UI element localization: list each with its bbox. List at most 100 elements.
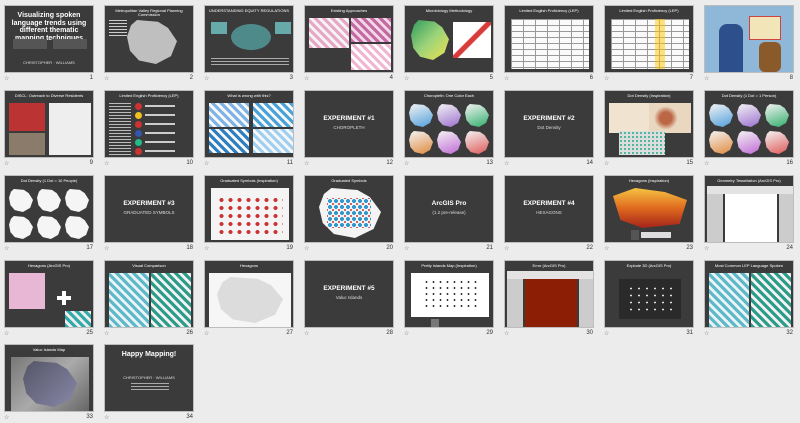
map — [65, 216, 89, 239]
slide-number: 5 — [489, 75, 493, 81]
slide-thumbnail-13[interactable]: Choropleth: One Color Each ☆ 13 — [403, 86, 494, 170]
star-icon: ☆ — [604, 76, 610, 82]
slide-thumbnail-33[interactable]: Valuc Islands Map ☆ 33 — [3, 340, 94, 423]
star-icon: ☆ — [104, 415, 110, 421]
star-icon: ☆ — [504, 161, 510, 167]
slide-thumbnail-31[interactable]: Explode 3D (ArcGIS Pro) ☆ 31 — [603, 256, 694, 340]
slide-thumbnail-30[interactable]: Error (ArcGIS Pro) ☆ 30 — [503, 256, 594, 340]
slide-title: Explode 3D (ArcGIS Pro) — [626, 263, 672, 268]
flag-icon — [135, 130, 142, 137]
slide-thumbnail-22[interactable]: EXPERIMENT #4 HEXAGONS ☆ 22 — [503, 171, 594, 255]
map — [253, 103, 293, 127]
highlight-col — [655, 19, 665, 69]
slide-title: Limited English Proficiency (LEP) — [119, 93, 179, 98]
text-block — [109, 20, 127, 36]
slide-thumbnail-1[interactable]: Visualizing spoken language trends using… — [3, 1, 94, 85]
slide-thumbnail-23[interactable]: Hexagons (Inspiration) ☆ 23 — [603, 171, 694, 255]
slide-canvas: Microbiology Methodology — [404, 5, 494, 73]
slide-thumbnail-17[interactable]: Dot Density (1 Dot = 10 People) ☆ 17 — [3, 171, 94, 255]
slide-thumbnail-29[interactable]: Pretty Islands Map (Inspiration) ☆ 29 — [403, 256, 494, 340]
star-icon: ☆ — [504, 76, 510, 82]
slide-thumbnail-27[interactable]: Hexagons ☆ 27 — [203, 256, 294, 340]
flag-icon — [135, 103, 142, 110]
circles — [327, 198, 371, 228]
box — [211, 22, 227, 34]
info-box — [53, 39, 87, 49]
circles — [217, 196, 283, 234]
slide-title: Hexagons — [239, 263, 258, 268]
slide-canvas: Hexagons (Inspiration) — [604, 175, 694, 243]
slide-thumbnail-9[interactable]: DISCL: Outreach to Diverse Residents ☆ 9 — [3, 86, 94, 170]
slide-number: 23 — [686, 245, 693, 251]
dots — [627, 285, 673, 313]
flag-icon — [135, 112, 142, 119]
slide-thumbnail-16[interactable]: Dot Density (1 Dot = 1 Person) ☆ 16 — [703, 86, 794, 170]
slide-thumbnail-26[interactable]: Visual Comparison ☆ 26 — [103, 256, 194, 340]
slide-subtitle: Dot Density — [537, 125, 561, 130]
slide-title: Dot Density (1 Dot = 1 Person) — [721, 93, 777, 98]
slide-thumbnail-19[interactable]: Graduated Symbols (Inspiration) ☆ 19 — [203, 171, 294, 255]
slide-number: 7 — [689, 75, 693, 81]
slide-number: 6 — [589, 75, 593, 81]
slide-thumbnail-24[interactable]: Geometry Tessellation (ArcGIS Pro) ☆ 24 — [703, 171, 794, 255]
slide-number: 18 — [186, 245, 193, 251]
map — [309, 18, 349, 48]
star-icon: ☆ — [4, 246, 10, 252]
slide-number: 32 — [786, 330, 793, 336]
region-map — [127, 20, 177, 64]
photo-mascot — [759, 42, 781, 72]
slide-canvas: UNDERSTANDING EQUITY REGULATIONS — [204, 5, 294, 73]
slide-title: Metropolitan Valley Regional Planning Co… — [115, 8, 183, 18]
slide-canvas: Hexagons (ArcGIS Pro) — [4, 260, 94, 328]
table — [611, 19, 689, 69]
slide-thumbnail-28[interactable]: EXPERIMENT #5 Valuc Islands ☆ 28 — [303, 256, 394, 340]
slide-thumbnail-34[interactable]: Happy Mapping! CHRISTOPHER · WILLIAMS ☆ 34 — [103, 340, 194, 423]
slide-thumbnail-15[interactable]: Dot Density (Inspiration) ☆ 15 — [603, 86, 694, 170]
slide-number: 21 — [486, 245, 493, 251]
map — [109, 273, 149, 327]
map — [411, 20, 449, 60]
slide-title: Dot Density (Inspiration) — [627, 93, 671, 98]
slide-title: UNDERSTANDING EQUITY REGULATIONS — [208, 8, 289, 13]
footer-text — [211, 58, 289, 66]
slide-thumbnail-11[interactable]: What is wrong with this? ☆ 11 — [203, 86, 294, 170]
star-icon: ☆ — [104, 161, 110, 167]
photo — [9, 103, 45, 131]
slide-thumbnail-21[interactable]: ArcGIS Pro (1.2 pre-release) ☆ 21 — [403, 171, 494, 255]
star-icon: ☆ — [104, 246, 110, 252]
slide-canvas: Hexagons — [204, 260, 294, 328]
slide-thumbnail-4[interactable]: Existing Approaches ☆ 4 — [303, 1, 394, 85]
slide-thumbnail-20[interactable]: Graduated Symbols ☆ 20 — [303, 171, 394, 255]
slide-thumbnail-8[interactable]: ☆ 8 — [703, 1, 794, 85]
slide-thumbnail-5[interactable]: Microbiology Methodology ☆ 5 — [403, 1, 494, 85]
star-icon: ☆ — [4, 331, 10, 337]
slide-title: Existing Approaches — [330, 8, 368, 13]
slide-thumbnail-7[interactable]: Limited English Proficiency (LEP) ☆ 7 — [603, 1, 694, 85]
slide-thumbnail-6[interactable]: Limited English Proficiency (LEP) ☆ 6 — [503, 1, 594, 85]
box — [275, 22, 291, 34]
slide-canvas: EXPERIMENT #3 GRADUATED SYMBOLS — [104, 175, 194, 243]
map — [709, 104, 733, 127]
star-icon: ☆ — [404, 161, 410, 167]
slide-thumbnail-25[interactable]: Hexagons (ArcGIS Pro) ☆ 25 — [3, 256, 94, 340]
map — [351, 44, 391, 70]
slide-thumbnail-12[interactable]: EXPERIMENT #1 CHOROPLETH ☆ 12 — [303, 86, 394, 170]
slide-canvas: Visualizing spoken language trends using… — [4, 5, 94, 73]
star-icon: ☆ — [204, 161, 210, 167]
contact-lines — [131, 383, 169, 391]
label — [145, 114, 175, 116]
map — [409, 131, 433, 154]
label — [145, 123, 175, 125]
slide-thumbnail-18[interactable]: EXPERIMENT #3 GRADUATED SYMBOLS ☆ 18 — [103, 171, 194, 255]
star-icon: ☆ — [204, 331, 210, 337]
slide-thumbnail-10[interactable]: Limited English Proficiency (LEP) ☆ 10 — [103, 86, 194, 170]
label — [145, 141, 175, 143]
photo-person — [719, 24, 743, 72]
slide-thumbnail-3[interactable]: UNDERSTANDING EQUITY REGULATIONS ☆ 3 — [203, 1, 294, 85]
slide-subtitle: CHRISTOPHER · WILLIAMS — [123, 375, 175, 380]
ellipse — [231, 24, 271, 50]
slide-thumbnail-2[interactable]: Metropolitan Valley Regional Planning Co… — [103, 1, 194, 85]
slide-thumbnail-14[interactable]: EXPERIMENT #2 Dot Density ☆ 14 — [503, 86, 594, 170]
slide-thumbnail-32[interactable]: Most Common LEP Language Spoken ☆ 32 — [703, 256, 794, 340]
slide-canvas: Dot Density (1 Dot = 10 People) — [4, 175, 94, 243]
